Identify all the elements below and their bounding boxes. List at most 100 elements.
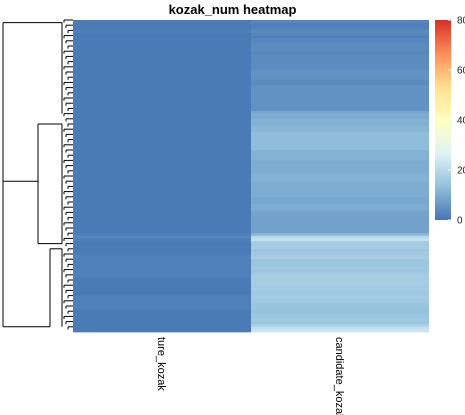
chart-title: kozak_num heatmap [168, 2, 297, 17]
column-labels: ture_kozak candidate_kozak [155, 337, 345, 415]
heatmap-cell [251, 46, 429, 49]
heatmap-cell [73, 290, 251, 294]
heatmap-cell [73, 25, 251, 29]
heatmap-cell [73, 264, 251, 268]
heatmap-cell [73, 308, 251, 312]
legend-tick-label: 0 [457, 216, 463, 227]
heatmap-cell [73, 100, 251, 104]
heatmap-cell [73, 126, 251, 130]
heatmap-cell [73, 137, 251, 140]
heatmap-cell [73, 222, 251, 226]
heatmap-cell [251, 254, 429, 257]
heatmap-cell [73, 155, 251, 159]
heatmap-cell [73, 51, 251, 55]
heatmap-cell [251, 295, 429, 299]
heatmap-cell [251, 212, 429, 216]
heatmap-cell [73, 33, 251, 36]
heatmap-cell [251, 319, 429, 322]
heatmap-cell [251, 137, 429, 140]
heatmap-cell [73, 199, 251, 203]
heatmap-cell [73, 321, 251, 325]
heatmap-cell [251, 204, 429, 208]
heatmap-cell [73, 173, 251, 177]
heatmap-cell [251, 178, 429, 182]
heatmap-cell [73, 261, 251, 265]
heatmap-cell [73, 59, 251, 62]
heatmap-cell [73, 256, 251, 260]
heatmap-cell [73, 251, 251, 255]
legend-tick-label: 20 [457, 166, 465, 177]
heatmap-cell [251, 118, 429, 122]
heatmap-cell [73, 46, 251, 49]
heatmap-cell [251, 287, 429, 291]
heatmap-cell [251, 272, 429, 276]
heatmap-cell [73, 295, 251, 299]
heatmap-cell [251, 20, 429, 23]
heatmap-cell [251, 233, 429, 237]
row-dendrogram [2, 19, 73, 330]
heatmap-cell [251, 274, 429, 278]
heatmap-cell [73, 79, 251, 83]
heatmap-cell [251, 126, 429, 130]
heatmap-cell [73, 186, 251, 190]
heatmap-cell [251, 51, 429, 55]
heatmap-cell [73, 142, 251, 146]
heatmap-cell [251, 30, 429, 34]
heatmap-cell [251, 280, 429, 283]
heatmap-cell [73, 298, 251, 302]
heatmap-cell [73, 243, 251, 247]
heatmap-cell [73, 267, 251, 270]
heatmap-cell [251, 189, 429, 192]
heatmap-cell [251, 248, 429, 252]
heatmap-cell [73, 313, 251, 317]
heatmap-cell [73, 35, 251, 39]
heatmap-cell [251, 217, 429, 221]
heatmap-cell [73, 69, 251, 73]
heatmap-cell [73, 220, 251, 224]
heatmap-cell [251, 152, 429, 156]
heatmap-cell [251, 98, 429, 101]
heatmap-cell [251, 183, 429, 187]
column-label: candidate_kozak [333, 337, 345, 415]
heatmap-cell [251, 74, 429, 78]
color-legend: 0 20 40 60 80 [435, 16, 465, 227]
heatmap-cell [251, 191, 429, 195]
heatmap-cell [251, 53, 429, 57]
heatmap-cell [251, 181, 429, 185]
heatmap-cell [73, 139, 251, 143]
heatmap-cell [73, 165, 251, 169]
heatmap-cell [73, 66, 251, 70]
heatmap-cell [251, 306, 429, 309]
heatmap-cell [73, 191, 251, 195]
heatmap-cell [251, 129, 429, 133]
heatmap-cell [73, 74, 251, 78]
heatmap-cell [251, 173, 429, 177]
heatmap-cell [73, 235, 251, 239]
heatmap-cell [73, 277, 251, 281]
heatmap-cell [73, 64, 251, 68]
heatmap-cell [251, 313, 429, 317]
column-label: ture_kozak [155, 337, 167, 391]
heatmap-cell [251, 324, 429, 328]
heatmap-cell [251, 241, 429, 244]
heatmap-cell [73, 111, 251, 114]
heatmap-cell [251, 66, 429, 70]
heatmap-cell [73, 90, 251, 94]
heatmap-cell [73, 56, 251, 60]
heatmap-cell [251, 43, 429, 47]
heatmap-cell [73, 144, 251, 148]
heatmap-cell [251, 124, 429, 127]
heatmap-cell [251, 27, 429, 31]
heatmap-cell [251, 196, 429, 200]
heatmap-cell [251, 165, 429, 169]
heatmap-cell [73, 248, 251, 252]
heatmap-cell [73, 108, 251, 112]
heatmap-cell [251, 59, 429, 62]
heatmap-cell [73, 103, 251, 107]
heatmap-cell [73, 233, 251, 237]
heatmap-cell [251, 311, 429, 315]
heatmap-cell [73, 72, 251, 75]
heatmap-cell [251, 85, 429, 88]
heatmap-cell [73, 40, 251, 44]
heatmap-cells [73, 20, 429, 333]
